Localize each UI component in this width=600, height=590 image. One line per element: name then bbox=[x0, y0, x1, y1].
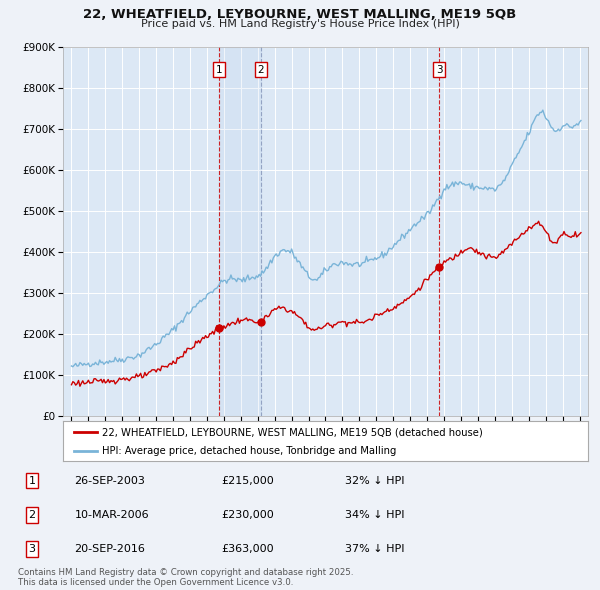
Text: 37% ↓ HPI: 37% ↓ HPI bbox=[345, 544, 404, 554]
Text: 34% ↓ HPI: 34% ↓ HPI bbox=[345, 510, 404, 520]
Text: 3: 3 bbox=[29, 544, 35, 554]
Text: 3: 3 bbox=[436, 65, 443, 75]
Text: Price paid vs. HM Land Registry's House Price Index (HPI): Price paid vs. HM Land Registry's House … bbox=[140, 19, 460, 29]
Text: HPI: Average price, detached house, Tonbridge and Malling: HPI: Average price, detached house, Tonb… bbox=[103, 447, 397, 456]
Bar bbox=[220, 47, 261, 416]
Text: 10-MAR-2006: 10-MAR-2006 bbox=[74, 510, 149, 520]
Text: 20-SEP-2016: 20-SEP-2016 bbox=[74, 544, 145, 554]
Text: 22, WHEATFIELD, LEYBOURNE, WEST MALLING, ME19 5QB (detached house): 22, WHEATFIELD, LEYBOURNE, WEST MALLING,… bbox=[103, 428, 483, 438]
Text: 22, WHEATFIELD, LEYBOURNE, WEST MALLING, ME19 5QB: 22, WHEATFIELD, LEYBOURNE, WEST MALLING,… bbox=[83, 8, 517, 21]
Text: £230,000: £230,000 bbox=[221, 510, 274, 520]
Text: £363,000: £363,000 bbox=[221, 544, 274, 554]
Text: £215,000: £215,000 bbox=[221, 476, 274, 486]
Text: 2: 2 bbox=[29, 510, 35, 520]
Text: 32% ↓ HPI: 32% ↓ HPI bbox=[345, 476, 404, 486]
Text: 2: 2 bbox=[257, 65, 264, 75]
Text: 26-SEP-2003: 26-SEP-2003 bbox=[74, 476, 145, 486]
Text: 1: 1 bbox=[216, 65, 223, 75]
Text: Contains HM Land Registry data © Crown copyright and database right 2025.
This d: Contains HM Land Registry data © Crown c… bbox=[18, 568, 353, 587]
Text: 1: 1 bbox=[29, 476, 35, 486]
